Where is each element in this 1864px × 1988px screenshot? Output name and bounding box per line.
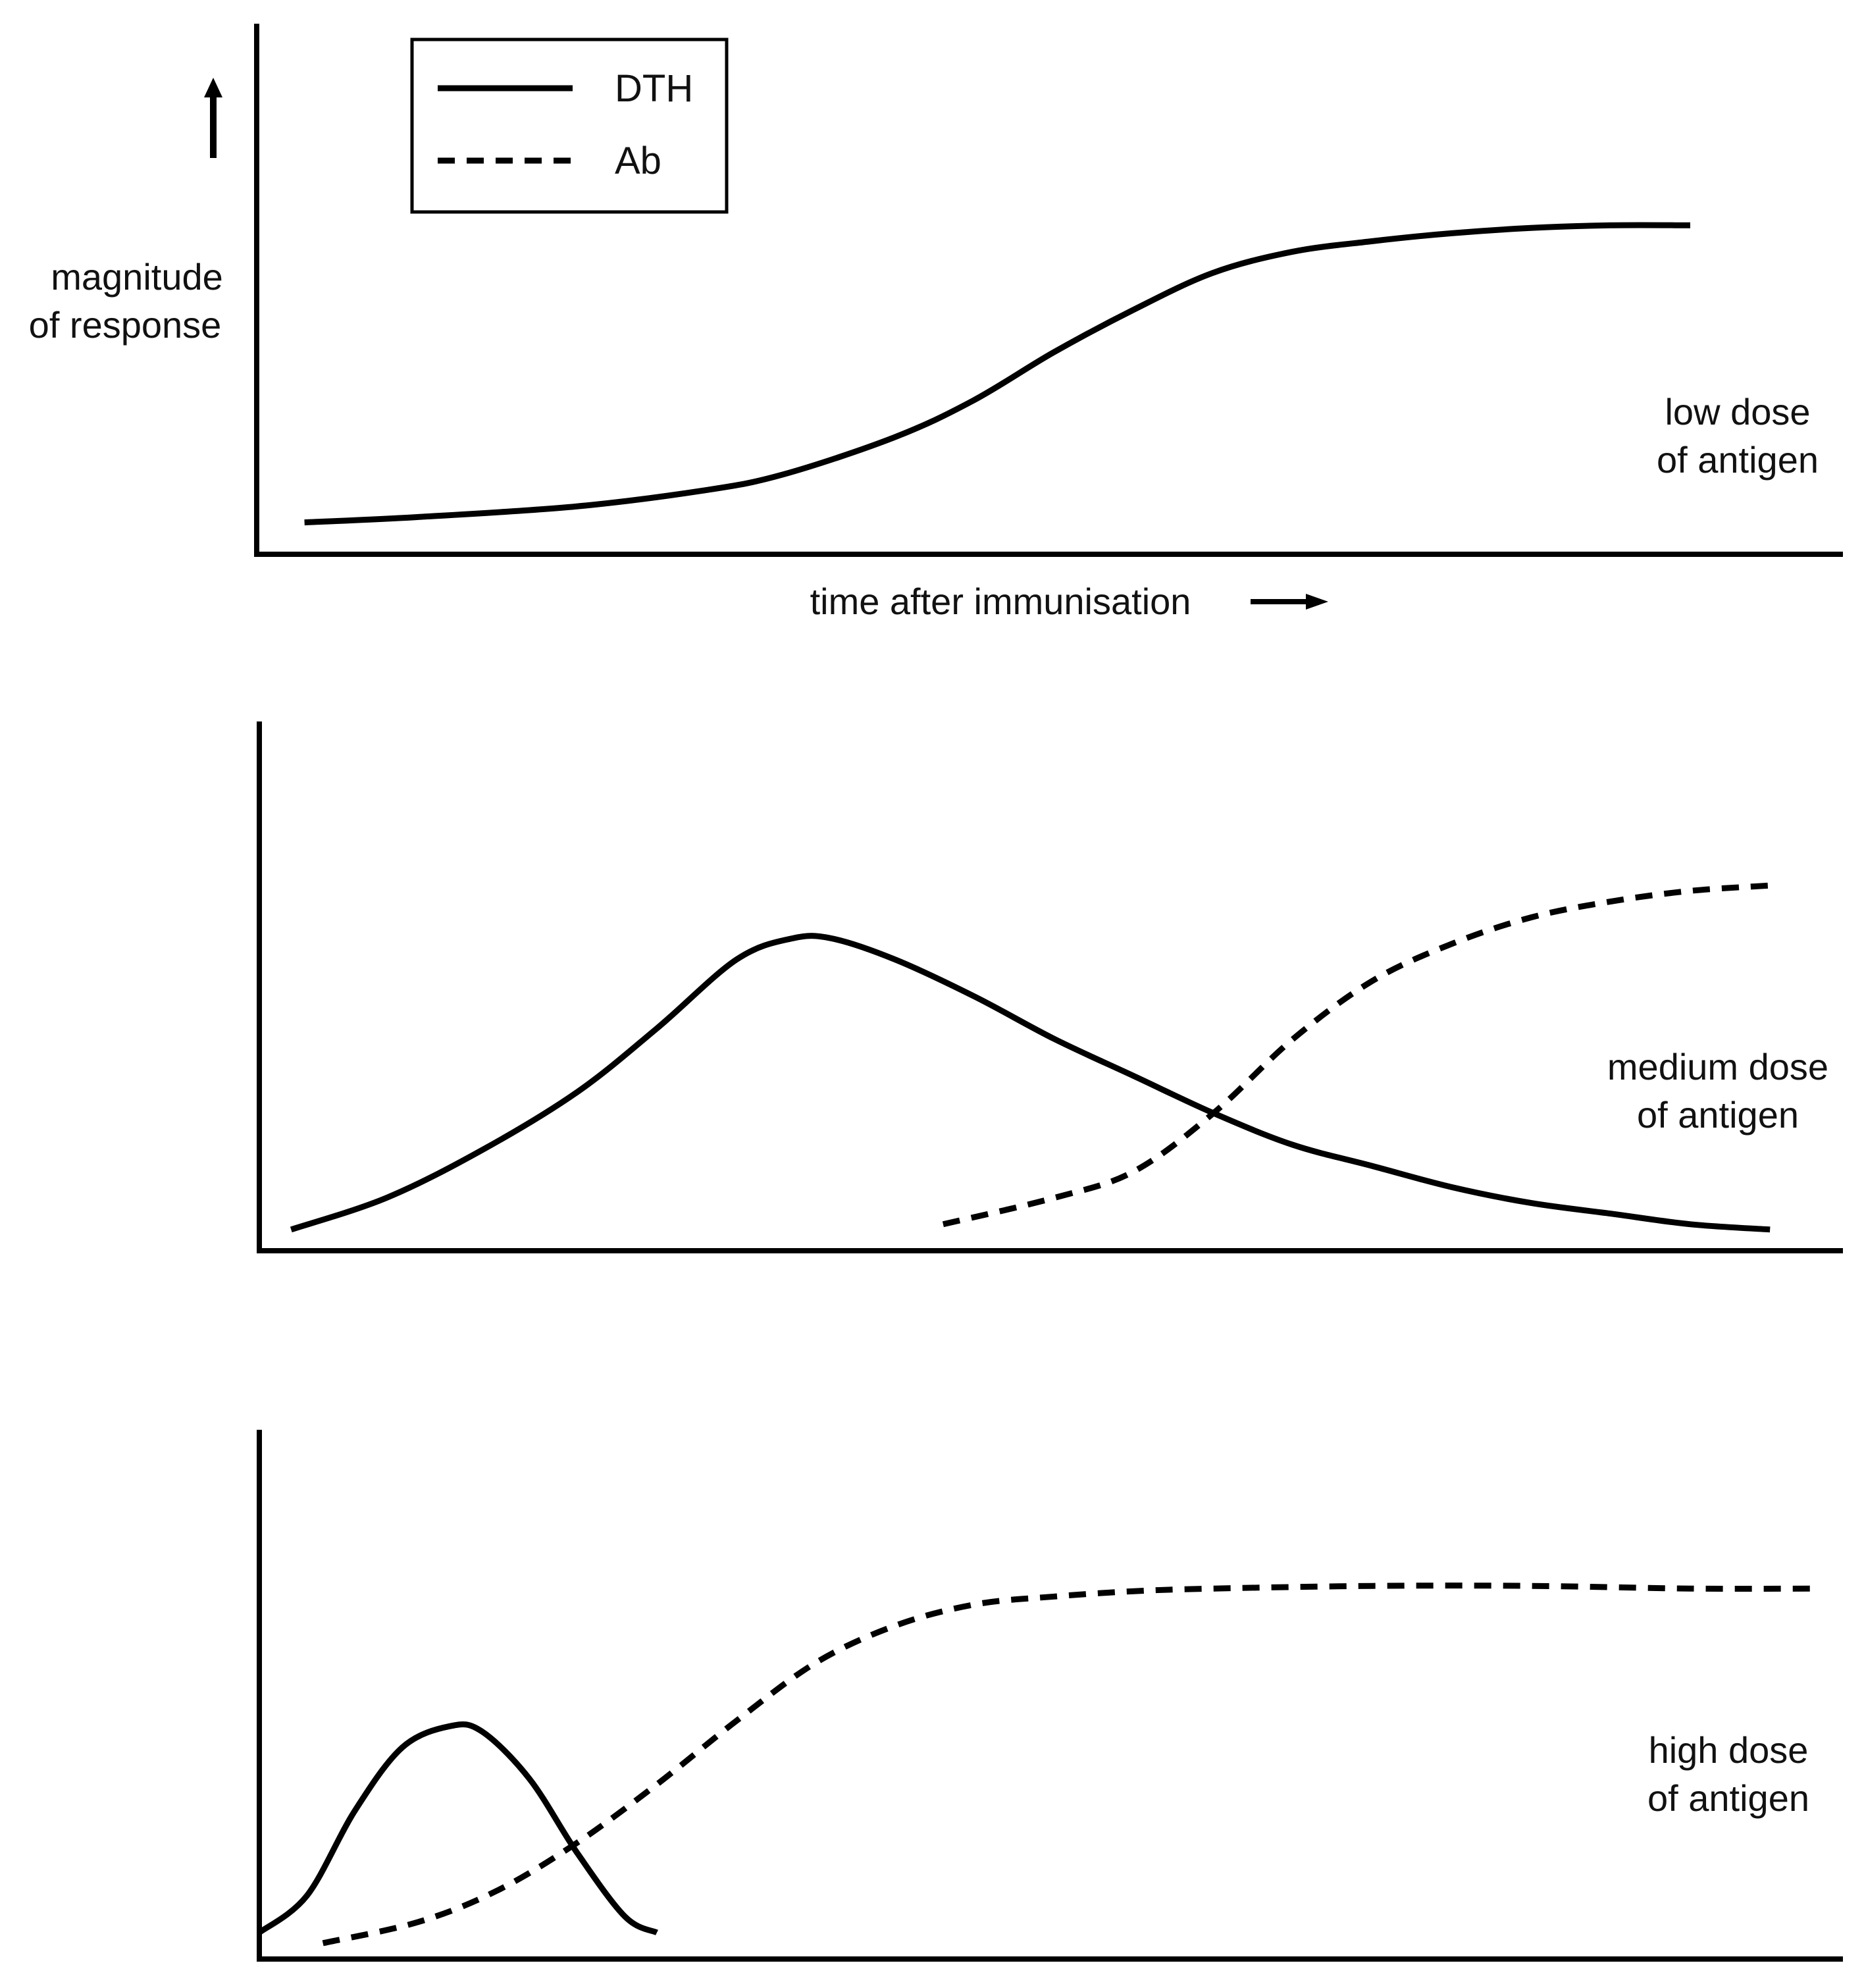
y-axis-label-line1: magnitude <box>51 256 223 298</box>
legend-box <box>410 38 729 214</box>
legend: DTH Ab <box>410 38 729 214</box>
legend-ab-label: Ab <box>615 140 661 182</box>
panel2-dose-label-line1: medium dose <box>1607 1046 1828 1087</box>
x-axis-label: time after immunisation <box>810 581 1191 622</box>
panel1-dth-curve <box>304 222 1691 526</box>
y-axis-arrow <box>204 78 222 158</box>
panel2-dose-label-line2: of antigen <box>1637 1094 1799 1136</box>
y-axis-label-line2: of response <box>29 304 222 346</box>
legend-dth-label: DTH <box>615 67 693 110</box>
x-axis-arrow <box>1251 594 1328 610</box>
panel-medium-dose: medium dose of antigen <box>257 721 1843 1253</box>
panel-high-dose: high dose of antigen <box>257 1430 1843 1962</box>
panel1-dose-label-line2: of antigen <box>1657 439 1819 481</box>
panel1-dose-label-line1: low dose <box>1665 391 1810 432</box>
panel-low-dose: low dose of antigen <box>254 24 1843 557</box>
panel2-plot <box>290 882 1771 1233</box>
panel2-ab-curve <box>942 882 1771 1228</box>
panel2-dth-curve <box>290 933 1771 1233</box>
panel3-plot <box>257 1583 1818 1947</box>
panel3-dose-label-line1: high dose <box>1649 1729 1809 1771</box>
panel3-dose-label-line2: of antigen <box>1647 1777 1809 1819</box>
panel1-plot <box>304 222 1691 526</box>
panel3-ab-curve <box>322 1583 1818 1947</box>
panel3-dth-curve <box>257 1721 658 1935</box>
